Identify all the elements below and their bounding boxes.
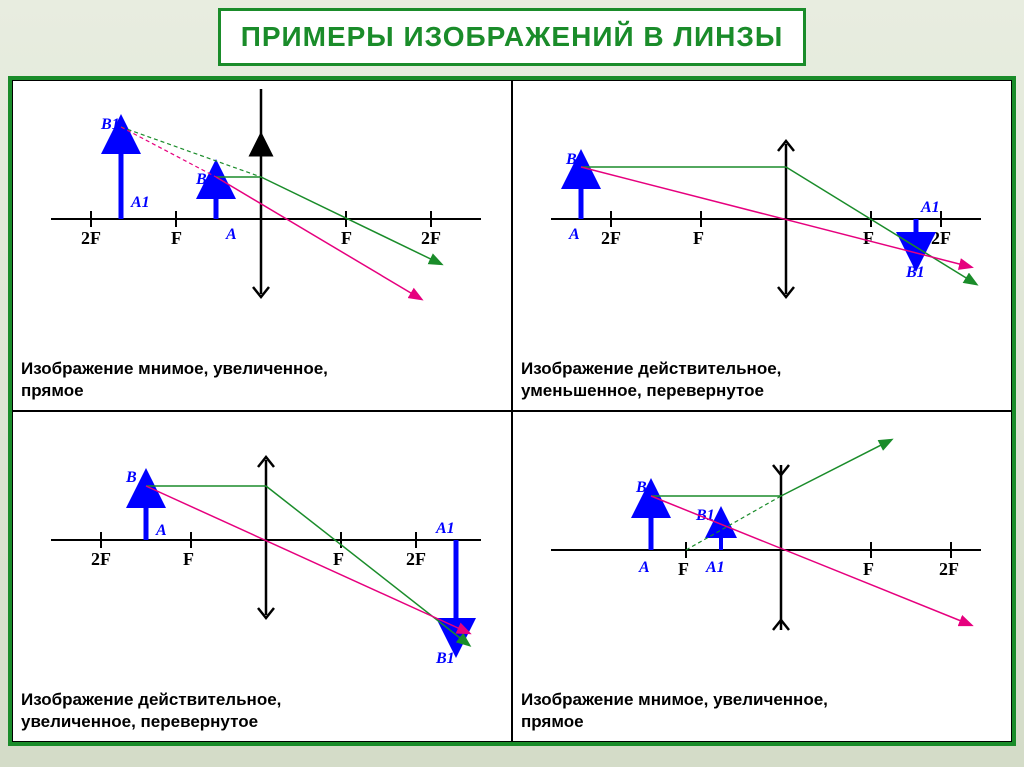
- panel-bottom-right: F F 2F B A B1 A1: [512, 411, 1012, 742]
- svg-text:B1: B1: [435, 650, 455, 667]
- panel-bottom-left: 2F F F 2F B A A1 B1: [12, 411, 512, 742]
- label-F: F: [341, 228, 352, 248]
- label-F: F: [171, 228, 182, 248]
- svg-text:B: B: [125, 469, 137, 486]
- svg-text:F: F: [678, 559, 689, 579]
- svg-text:2F: 2F: [931, 228, 951, 248]
- svg-text:B: B: [635, 479, 647, 496]
- caption-bl: Изображение действительное, увеличенное,…: [21, 689, 503, 733]
- svg-text:B: B: [565, 151, 577, 168]
- svg-text:A1: A1: [920, 199, 940, 216]
- svg-text:A: A: [638, 559, 650, 576]
- svg-text:A: A: [155, 522, 167, 539]
- diagram-tl: 2F F F 2F B A B1 A1: [21, 89, 503, 354]
- svg-text:A: A: [568, 226, 580, 243]
- svg-text:2F: 2F: [406, 549, 426, 569]
- caption-tl: Изображение мнимое, увеличенное, прямое: [21, 358, 503, 402]
- label-2F: 2F: [81, 228, 101, 248]
- page-title: ПРИМЕРЫ ИЗОБРАЖЕНИЙ В ЛИНЗЫ: [241, 21, 784, 53]
- panel-top-left: 2F F F 2F B A B1 A1: [12, 80, 512, 411]
- svg-text:2F: 2F: [939, 559, 959, 579]
- caption-br: Изображение мнимое, увеличенное, прямое: [521, 689, 1003, 733]
- title-box: ПРИМЕРЫ ИЗОБРАЖЕНИЙ В ЛИНЗЫ: [218, 8, 807, 66]
- svg-text:F: F: [693, 228, 704, 248]
- label-2F: 2F: [421, 228, 441, 248]
- diagram-grid: 2F F F 2F B A B1 A1: [8, 76, 1016, 746]
- label-A1: A1: [130, 194, 150, 211]
- diagram-bl: 2F F F 2F B A A1 B1: [21, 420, 503, 685]
- svg-text:A1: A1: [435, 520, 455, 537]
- label-B1: B1: [100, 116, 120, 133]
- svg-text:2F: 2F: [601, 228, 621, 248]
- svg-text:F: F: [863, 559, 874, 579]
- svg-text:F: F: [863, 228, 874, 248]
- caption-tr: Изображение действительное, уменьшенное,…: [521, 358, 1003, 402]
- diagram-tr: 2F F F 2F B A A1 B1: [521, 89, 1003, 354]
- svg-text:A1: A1: [705, 559, 725, 576]
- svg-text:2F: 2F: [91, 549, 111, 569]
- panel-top-right: 2F F F 2F B A A1 B1: [512, 80, 1012, 411]
- svg-text:F: F: [333, 549, 344, 569]
- label-B: B: [195, 171, 207, 188]
- svg-text:B1: B1: [905, 264, 925, 281]
- label-A: A: [225, 226, 237, 243]
- diagram-br: F F 2F B A B1 A1: [521, 420, 1003, 685]
- svg-text:F: F: [183, 549, 194, 569]
